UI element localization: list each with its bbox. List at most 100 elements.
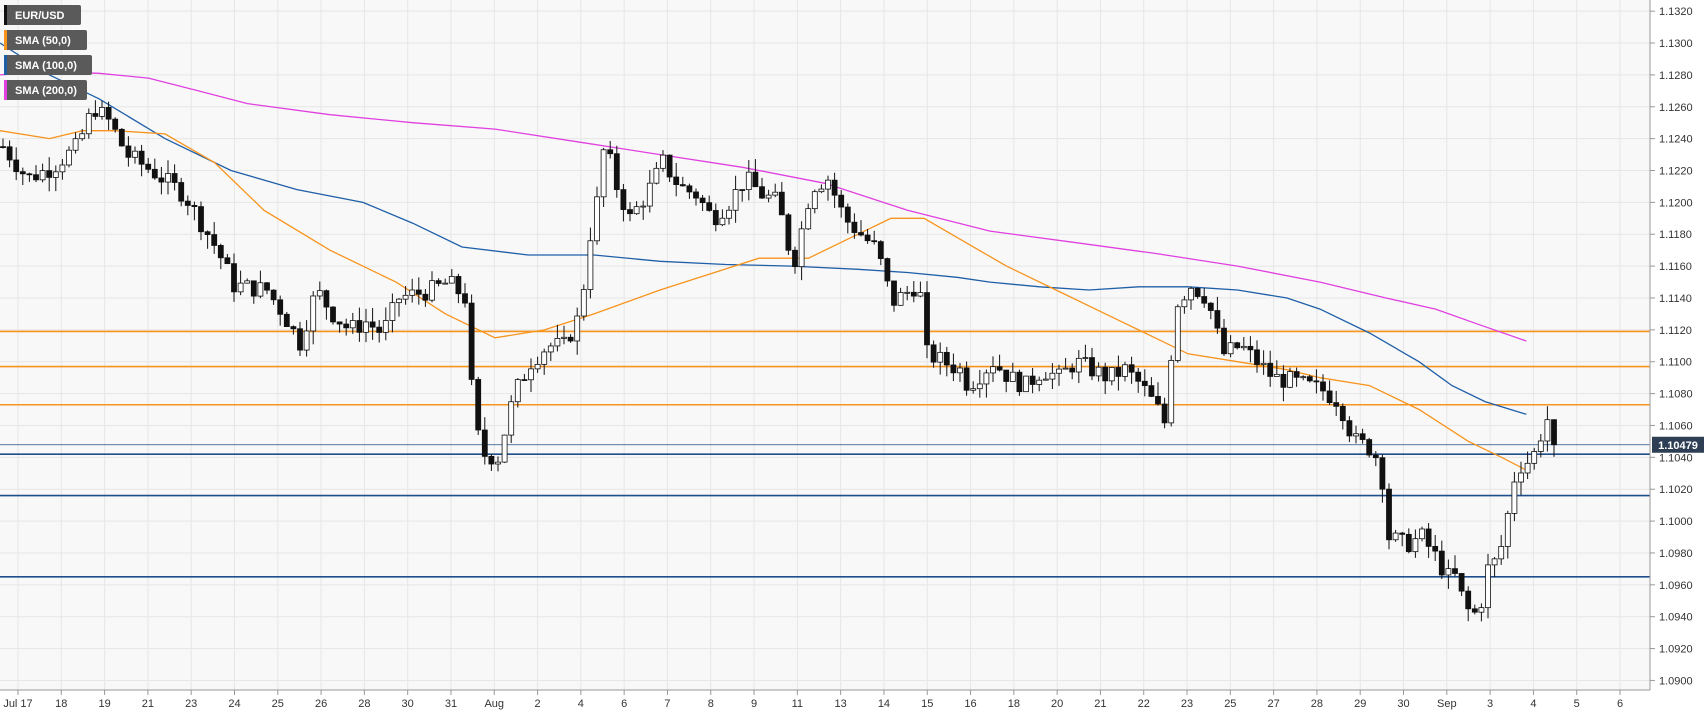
candle-bullish — [1108, 367, 1115, 382]
x-tick-label: Sep — [1437, 698, 1457, 710]
candle-bearish — [112, 118, 119, 130]
candle-bearish — [752, 171, 759, 188]
candle-bearish — [13, 159, 20, 173]
legend-item — [4, 5, 81, 25]
candle-bullish — [1181, 299, 1188, 308]
y-tick-label: 1.1260 — [1659, 102, 1693, 114]
candle-bullish — [237, 282, 244, 293]
candle-bullish — [726, 209, 732, 219]
sma-50-line — [0, 130, 1527, 471]
y-tick-label: 1.1140 — [1659, 293, 1692, 305]
candle-bullish — [514, 379, 521, 403]
candle-bullish — [495, 461, 501, 465]
candle-bullish — [310, 295, 317, 332]
candle-bearish — [943, 351, 950, 366]
candle-bullish — [1485, 564, 1491, 609]
candle-bearish — [1161, 403, 1168, 424]
candle-bearish — [1247, 345, 1254, 351]
candle-bullish — [1273, 373, 1280, 377]
candle-bullish — [805, 208, 812, 230]
x-tick-label: 16 — [964, 698, 976, 710]
candle-bullish — [1075, 357, 1082, 373]
x-tick-label: 18 — [55, 698, 67, 710]
candle-bullish — [825, 179, 831, 190]
candle-bearish — [930, 344, 937, 363]
candle-bearish — [950, 364, 957, 374]
candle-bearish — [884, 258, 891, 282]
candle-bullish — [1300, 376, 1307, 379]
legend-swatch — [4, 80, 7, 100]
candle-bullish — [772, 191, 779, 196]
candle-bearish — [297, 328, 303, 351]
x-tick-label: 28 — [1311, 698, 1323, 710]
candle-bearish — [1320, 381, 1326, 392]
candle-bullish — [1227, 342, 1234, 355]
candle-bullish — [937, 351, 944, 363]
x-tick-label: 24 — [228, 698, 240, 710]
candle-bearish — [138, 150, 145, 165]
candle-bearish — [330, 306, 336, 323]
x-tick-label: 7 — [664, 698, 670, 710]
current-price-box — [1652, 436, 1704, 453]
y-tick-label: 1.0960 — [1659, 580, 1693, 592]
grid — [0, 0, 1650, 690]
candle-bullish — [983, 372, 990, 385]
y-tick-label: 1.0920 — [1659, 644, 1693, 656]
x-tick-label: Aug — [484, 698, 504, 710]
candle-bullish — [72, 138, 79, 151]
candle-bearish — [1438, 550, 1445, 576]
y-tick-label: 1.1180 — [1659, 229, 1692, 241]
candle-bearish — [369, 321, 376, 328]
candle-bullish — [363, 321, 369, 333]
candle-bullish — [257, 282, 264, 297]
current-price-tag: 1.10479 — [1652, 436, 1704, 453]
candle-bearish — [475, 379, 482, 431]
sma-200-line — [0, 71, 1527, 342]
candle-bullish — [633, 206, 640, 215]
candle-bullish — [429, 280, 435, 301]
candle-bullish — [574, 315, 581, 342]
candle-bullish — [508, 401, 515, 436]
candle-bearish — [118, 128, 125, 147]
candle-bearish — [1313, 380, 1320, 383]
candle-bullish — [1260, 362, 1267, 365]
y-tick-label: 1.0940 — [1659, 612, 1693, 624]
candle-bearish — [158, 177, 165, 183]
candle-bullish — [165, 173, 171, 183]
candle-bearish — [785, 214, 792, 251]
legend-label: EUR/USD — [15, 10, 65, 22]
candle-bearish — [1069, 367, 1076, 373]
candle-bearish — [488, 455, 495, 465]
candle-bearish — [1128, 364, 1135, 373]
candle-bullish — [1009, 371, 1016, 382]
candle-bullish — [389, 302, 396, 321]
candle-bearish — [336, 321, 343, 325]
candle-bullish — [897, 292, 904, 306]
x-tick-label: 2 — [535, 698, 541, 710]
candle-bearish — [851, 221, 858, 233]
y-tick-label: 1.1200 — [1659, 197, 1693, 209]
y-tick-label: 1.1320 — [1659, 6, 1693, 18]
candle-bullish — [396, 298, 402, 304]
x-tick-label: 25 — [272, 698, 284, 710]
candle-bearish — [838, 194, 845, 208]
candle-bearish — [435, 280, 442, 284]
candle-bearish — [46, 170, 53, 178]
candle-bearish — [270, 289, 277, 301]
y-tick-label: 1.1040 — [1659, 452, 1693, 464]
x-tick-label: 8 — [708, 698, 714, 710]
y-tick-label: 1.1300 — [1659, 38, 1693, 50]
candle-bearish — [1201, 296, 1208, 304]
candle-bearish — [178, 182, 185, 202]
candle-bullish — [1287, 371, 1293, 388]
y-tick-label: 1.1080 — [1659, 389, 1693, 401]
candle-bullish — [732, 189, 739, 211]
candle-bullish — [541, 351, 548, 365]
candle-bearish — [1458, 573, 1465, 592]
x-tick-label: 14 — [878, 698, 890, 710]
candle-bullish — [976, 383, 983, 390]
plot-background — [0, 0, 1650, 690]
x-tick-label: 21 — [1094, 698, 1106, 710]
candle-bearish — [1254, 349, 1260, 365]
candle-bearish — [0, 146, 6, 149]
